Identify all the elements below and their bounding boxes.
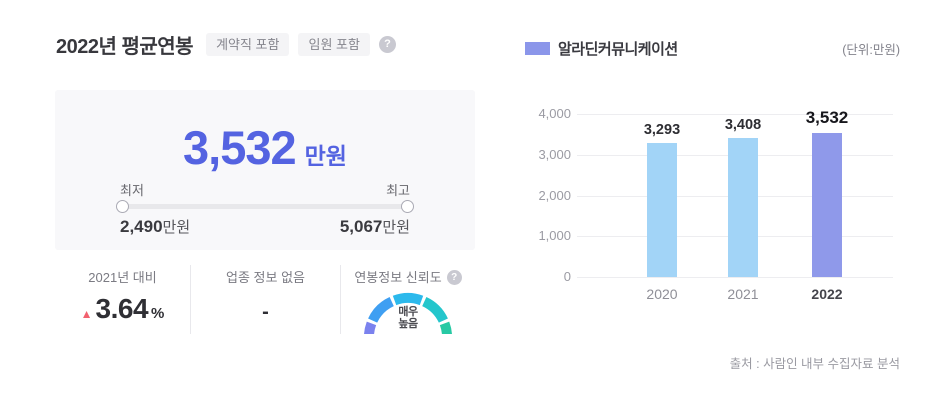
badge-executives-included: 임원 포함 — [298, 32, 370, 56]
min-salary: 2,490만원 — [120, 216, 190, 237]
bar-2020 — [647, 142, 677, 277]
stat-industry-value: - — [262, 301, 269, 323]
left-header: 2022년 평균연봉 계약직 포함 임원 포함 ? — [56, 31, 396, 58]
max-label: 최고 — [386, 183, 410, 198]
legend-company-name: 알라딘커뮤니케이션 — [558, 41, 678, 58]
source-note: 출처 : 사람인 내부 수집자료 분석 — [729, 357, 900, 371]
gauge-level-text: 매우 높음 — [363, 306, 453, 330]
average-salary-value-row: 3,532 만원 — [55, 120, 475, 175]
bar-value-label: 3,293 — [643, 121, 681, 138]
stat-reliability-label-row: 연봉정보 신뢰도 ? — [354, 270, 462, 285]
slider-max-handle[interactable] — [401, 200, 414, 213]
x-tick-label: 2021 — [727, 286, 759, 302]
y-tick-label: 4,000 — [538, 106, 571, 121]
stat-yoy-value-row: ▲ 3.64 % — [81, 293, 165, 325]
badge-contract-included: 계약직 포함 — [206, 32, 290, 56]
gauge-level-line2: 높음 — [398, 318, 418, 330]
bar-value-label: 3,408 — [724, 117, 762, 134]
bar-value-label: 3,532 — [805, 108, 849, 128]
min-label: 최저 — [120, 183, 144, 198]
gridline — [577, 277, 893, 278]
salary-range-labels: 최저 최고 — [120, 180, 410, 199]
y-tick-label: 2,000 — [538, 187, 571, 203]
average-salary-unit: 만원 — [304, 143, 347, 169]
y-tick-label: 0 — [563, 269, 571, 284]
stat-reliability: 연봉정보 신뢰도 ? 매우 높음 — [340, 265, 475, 334]
slider-min-handle[interactable] — [116, 200, 129, 213]
stat-industry-info: 업종 정보 없음 - — [190, 265, 340, 334]
gauge-arc — [364, 293, 452, 334]
gridline — [577, 114, 893, 115]
stat-reliability-label: 연봉정보 신뢰도 — [354, 270, 442, 285]
page-title: 2022년 평균연봉 — [56, 35, 194, 58]
salary-range-slider — [116, 200, 414, 213]
x-tick-label: 2020 — [646, 286, 678, 302]
y-tick-label: 3,000 — [538, 146, 571, 162]
max-salary: 5,067만원 — [340, 216, 410, 237]
bar-2022 — [812, 133, 842, 277]
max-salary-unit: 만원 — [382, 219, 410, 236]
up-triangle-icon: ▲ — [80, 307, 93, 321]
x-tick-label: 2022 — [811, 286, 843, 302]
gauge-level-line1: 매우 — [398, 306, 418, 318]
min-salary-value: 2,490 — [120, 217, 163, 236]
stat-yoy-percent-sign: % — [151, 305, 165, 322]
legend-swatch — [525, 42, 550, 55]
stats-row: 2021년 대비 ▲ 3.64 % 업종 정보 없음 - 연봉정보 신뢰도 ? — [55, 265, 475, 334]
stat-yoy-change: 2021년 대비 ▲ 3.64 % — [55, 265, 190, 334]
chart-legend: 알라딘커뮤니케이션 — [525, 38, 678, 59]
bar-chart-plot: 0 1,000 2,000 3,000 4,000 3,293 2020 3,408 2021 3… — [530, 105, 910, 305]
stat-industry-label: 업종 정보 없음 — [226, 270, 305, 285]
y-tick-label: 1,000 — [538, 228, 571, 244]
bar-2021 — [728, 138, 758, 277]
salary-range-values: 2,490만원 5,067만원 — [120, 216, 410, 237]
max-salary-value: 5,067 — [339, 217, 383, 236]
min-salary-unit: 만원 — [162, 219, 191, 236]
reliability-gauge: 매우 높음 — [363, 291, 453, 334]
help-icon[interactable]: ? — [378, 35, 396, 53]
average-salary-value: 3,532 — [183, 121, 297, 174]
stat-yoy-label: 2021년 대비 — [88, 270, 157, 285]
chart-unit-note: (단위:만원) — [842, 43, 900, 57]
reliability-help-icon[interactable]: ? — [446, 270, 462, 285]
stat-yoy-value: 3.64 — [95, 293, 149, 324]
average-salary-card: 3,532 만원 최저 최고 2,490만원 5,067만원 — [55, 90, 475, 250]
